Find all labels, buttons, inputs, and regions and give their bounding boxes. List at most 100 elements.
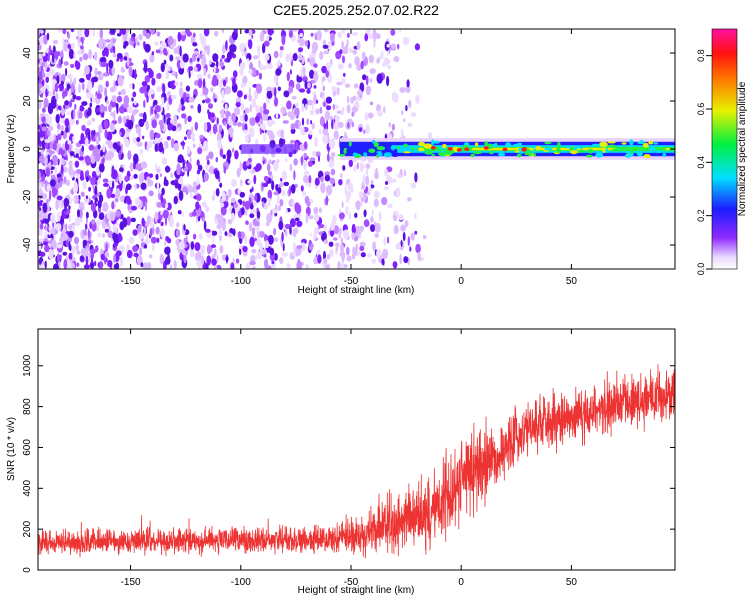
- spectrogram-speckle: [61, 73, 66, 83]
- spectrogram-speckle: [183, 224, 186, 231]
- spectrogram-speckle: [317, 254, 322, 264]
- spectrogram-speckle: [386, 75, 390, 87]
- spectrogram-speckle: [190, 241, 195, 250]
- spectrogram-speckle: [214, 30, 219, 37]
- spectrogram-speckle: [288, 185, 292, 196]
- spectrogram-speckle: [249, 104, 253, 113]
- spectrogram-speckle: [134, 182, 137, 192]
- spectrogram-speckle: [353, 83, 359, 89]
- spectrogram-speckle: [237, 188, 241, 195]
- spectrogram-speckle: [227, 188, 232, 198]
- spectrogram-speckle: [250, 208, 257, 214]
- spectrogram-speckle: [268, 246, 271, 254]
- spectrogram-speckle: [303, 170, 310, 176]
- spectrogram-speckle: [321, 65, 327, 74]
- spectrogram-speckle: [337, 31, 343, 39]
- spectrogram-speckle: [287, 111, 293, 118]
- spectrogram-speckle: [210, 87, 214, 93]
- signal-blob: [533, 153, 537, 157]
- spectrogram-speckle: [273, 161, 279, 172]
- spectrogram-speckle: [303, 152, 308, 158]
- spectrogram-speckle: [92, 76, 99, 83]
- spectrogram-speckle: [115, 188, 121, 199]
- spectrogram-speckle: [72, 195, 76, 203]
- spectrogram-speckle: [38, 131, 41, 140]
- spectrogram-speckle: [337, 121, 344, 128]
- spectrogram-speckle: [72, 184, 78, 194]
- spectrogram-speckle: [408, 99, 412, 109]
- spectrogram-speckle: [286, 71, 290, 82]
- spectrogram-speckle: [44, 134, 49, 141]
- spectrogram-speckle: [95, 220, 102, 226]
- spectrogram-speckle: [302, 66, 306, 76]
- spectrogram-speckle: [280, 106, 287, 114]
- spectrogram-speckle: [115, 102, 119, 110]
- spectrogram-speckle: [73, 52, 77, 60]
- spectrogram-speckle: [248, 29, 253, 36]
- spectrogram-speckle: [110, 29, 116, 34]
- spectrogram-speckle: [281, 252, 288, 257]
- spectrogram-speckle: [145, 234, 149, 244]
- spectrogram-speckle: [283, 90, 290, 98]
- spectrogram-speckle: [170, 95, 177, 100]
- spectrogram-speckle: [359, 245, 365, 252]
- signal-blob: [424, 151, 433, 155]
- spectrogram-speckle: [164, 239, 167, 247]
- spectrogram-speckle: [243, 129, 248, 134]
- spectrogram-speckle: [240, 207, 245, 216]
- spectrogram-speckle: [65, 67, 68, 77]
- spectrogram-speckle: [203, 46, 207, 51]
- spectrogram-speckle: [239, 161, 242, 172]
- spectrogram-speckle: [56, 128, 60, 134]
- spectrogram-speckle: [266, 163, 271, 172]
- spectrogram-speckle: [299, 127, 305, 132]
- spectrogram-speckle: [213, 65, 216, 75]
- spectrogram-speckle: [192, 181, 197, 191]
- spectrogram-speckle: [255, 163, 262, 171]
- spectrogram-speckle: [302, 191, 307, 197]
- spectrogram-speckle: [70, 63, 75, 68]
- spectrogram-speckle: [278, 220, 284, 230]
- spectrogram-speckle: [185, 85, 190, 92]
- spectrogram-speckle: [293, 229, 297, 238]
- spectrogram-speckle: [132, 245, 139, 253]
- spectrogram-speckle: [88, 186, 92, 192]
- spectrogram-speckle: [342, 55, 345, 64]
- spectrogram-speckle: [384, 168, 389, 177]
- spectrogram-speckle: [347, 121, 350, 129]
- spectrogram-speckle: [213, 266, 218, 269]
- spectrogram-speckle: [414, 172, 418, 183]
- spectrogram-speckle: [129, 83, 133, 89]
- snr-series-line: [38, 364, 675, 559]
- spectrogram-speckle: [212, 53, 219, 62]
- spectrogram-speckle: [242, 245, 248, 253]
- spectrogram-speckle: [81, 145, 85, 153]
- spectrogram-speckle: [309, 232, 312, 237]
- spectrogram-speckle: [113, 80, 116, 91]
- signal-peak: [464, 147, 470, 151]
- spectrogram-speckle: [221, 191, 226, 202]
- spectrogram-speckle: [121, 214, 124, 220]
- spectrogram-speckle: [82, 229, 88, 236]
- x-tick-label: 0: [458, 577, 464, 588]
- spectrogram-speckle: [99, 149, 104, 157]
- spectrogram-speckle: [85, 195, 88, 200]
- spectrogram-speckle: [148, 88, 155, 95]
- spectrogram-speckle: [290, 139, 296, 144]
- spectrogram-speckle: [170, 138, 175, 149]
- signal-blob: [625, 151, 630, 154]
- signal-blob: [403, 143, 408, 148]
- spectrogram-speckle: [62, 29, 67, 35]
- spectrogram-speckle: [273, 237, 279, 243]
- spectrogram-speckle: [281, 231, 284, 242]
- spectrogram-speckle: [76, 243, 79, 252]
- spectrogram-speckle: [301, 155, 303, 166]
- spectrogram-speckle: [160, 228, 165, 238]
- spectrogram-speckle: [400, 128, 404, 139]
- spectrogram-speckle: [288, 30, 293, 38]
- spectrogram-speckle: [339, 243, 345, 253]
- spectrogram-speckle: [197, 147, 203, 155]
- spectrogram-speckle: [112, 52, 117, 58]
- spectrogram-speckle: [192, 53, 197, 62]
- signal-blob: [390, 152, 400, 158]
